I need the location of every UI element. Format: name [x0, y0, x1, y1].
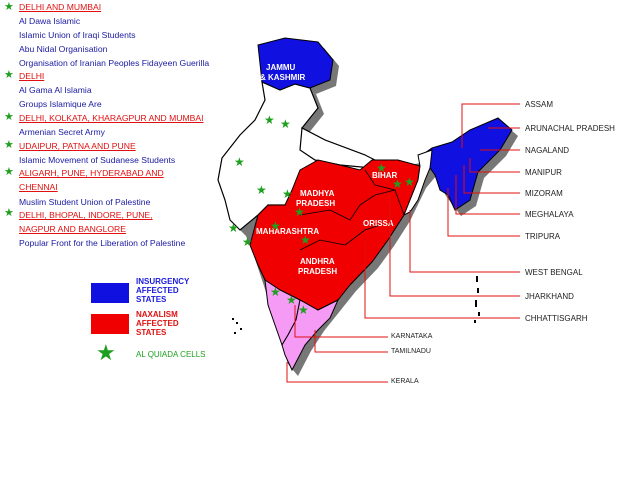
star-icon: ★: [4, 69, 14, 81]
legend-naxalism-label: NAXALISM AFFECTED STATES: [136, 310, 179, 337]
star-icon: ★: [4, 111, 14, 123]
region-west-bengal: [403, 149, 433, 217]
cell-star-icon: ★: [242, 235, 253, 249]
label-jammu: JAMMU: [266, 63, 296, 72]
star-icon: ★: [4, 207, 14, 219]
label-madhya: MADHYA: [300, 189, 335, 198]
state-borders: [299, 169, 405, 251]
organisation-name: Al Dawa Islamic: [19, 16, 81, 26]
organisation-name: Islamic Union of Iraqi Students: [19, 30, 136, 40]
group-cities: CHENNAI: [19, 182, 58, 192]
legend-cells-label: AL QUIADA CELLS: [136, 350, 206, 359]
label-andhra-pradesh: PRADESH: [298, 267, 337, 276]
group-cities: NAGPUR AND BANGLORE: [19, 224, 126, 234]
label-mizoram: MIZORAM: [525, 189, 563, 198]
cell-star-icon: ★: [392, 177, 403, 191]
label-madhya-pradesh: PRADESH: [296, 199, 335, 208]
region-northeast: [419, 117, 513, 211]
group-cities: UDAIPUR, PATNA AND PUNE: [19, 141, 136, 151]
region-jammu-kashmir: [257, 37, 334, 91]
cell-star-icon: ★: [282, 187, 293, 201]
star-icon: ★: [4, 139, 14, 151]
group-cities: DELHI: [19, 71, 45, 81]
cell-star-icon: ★: [298, 303, 309, 317]
cell-star-icon: ★: [404, 175, 415, 189]
legend-insurgency-swatch: [91, 283, 129, 303]
cell-star-icon: ★: [286, 293, 297, 307]
label-tripura: TRIPURA: [525, 232, 561, 241]
label-karnataka: KARNATAKA: [391, 333, 433, 340]
group-cities: ALIGARH, PUNE, HYDERABAD AND: [19, 168, 164, 178]
label-west-bengal: WEST BENGAL: [525, 268, 583, 277]
legend-insurgency-label: INSURGENCY AFFECTED STATES: [136, 277, 190, 304]
cell-star-icon: ★: [264, 113, 275, 127]
label-maharashtra: MAHARASHTRA: [256, 227, 319, 236]
label-arunachal-pradesh: ARUNACHAL PRADESH: [525, 124, 615, 133]
group-cities: DELHI, BHOPAL, INDORE, PUNE,: [19, 210, 153, 220]
star-icon: ★: [4, 1, 14, 13]
label-kashmir: & KASHMIR: [260, 73, 306, 82]
cell-star-icon: ★: [294, 205, 305, 219]
cell-star-icon: ★: [256, 183, 267, 197]
cell-star-icon: ★: [280, 117, 291, 131]
andaman-islands: [474, 276, 480, 323]
organisation-name: Abu Nidal Organisation: [19, 44, 108, 54]
label-orissa: ORISSA: [363, 219, 394, 228]
organisation-name: Al Gama Al Islamia: [19, 85, 92, 95]
region-naxal-affected: [249, 159, 421, 311]
label-andhra: ANDHRA: [300, 257, 335, 266]
legend-naxalism-swatch: [91, 314, 129, 334]
cell-star-icon: ★: [376, 161, 387, 175]
star-icon: ★: [4, 166, 14, 178]
organisation-name: Organisation of Iranian Peoples Fidayeen…: [19, 58, 210, 68]
group-cities: DELHI, KOLKATA, KHARAGPUR AND MUMBAI: [19, 113, 204, 123]
legend-star-icon: ★: [96, 341, 116, 366]
organisation-name: Armenian Secret Army: [19, 127, 105, 137]
label-bihar: BIHAR: [372, 171, 398, 180]
al-qaida-cells: ★ ★ ★ ★ ★ ★ ★ ★ ★ ★ ★ ★ ★ ★ ★ ★: [228, 113, 415, 317]
label-meghalaya: MEGHALAYA: [525, 210, 574, 219]
region-south-kerala-tamilnadu: [281, 298, 340, 372]
lakshadweep-islands: [232, 318, 242, 334]
label-kerala: KERALA: [391, 378, 419, 385]
group-cities: DELHI AND MUMBAI: [19, 2, 102, 12]
label-manipur: MANIPUR: [525, 168, 562, 177]
label-tamilnadu: TAMILNADU: [391, 348, 431, 355]
organisation-name: Islamic Movement of Sudanese Students: [19, 155, 176, 165]
cell-star-icon: ★: [270, 285, 281, 299]
cell-star-icon: ★: [228, 221, 239, 235]
label-jharkhand: JHARKHAND: [525, 292, 574, 301]
cell-star-icon: ★: [270, 219, 281, 233]
organisation-name: Groups Islamique Are: [19, 99, 102, 109]
organisation-name: Muslim Student Union of Palestine: [19, 197, 151, 207]
cell-star-icon: ★: [300, 233, 311, 247]
leader-lines: [286, 103, 520, 383]
label-assam: ASSAM: [525, 100, 554, 109]
cell-star-icon: ★: [234, 155, 245, 169]
label-nagaland: NAGALAND: [525, 146, 570, 155]
label-chhattisgarh: CHHATTISGARH: [525, 314, 588, 323]
organisation-name: Popular Front for the Liberation of Pale…: [19, 238, 186, 248]
